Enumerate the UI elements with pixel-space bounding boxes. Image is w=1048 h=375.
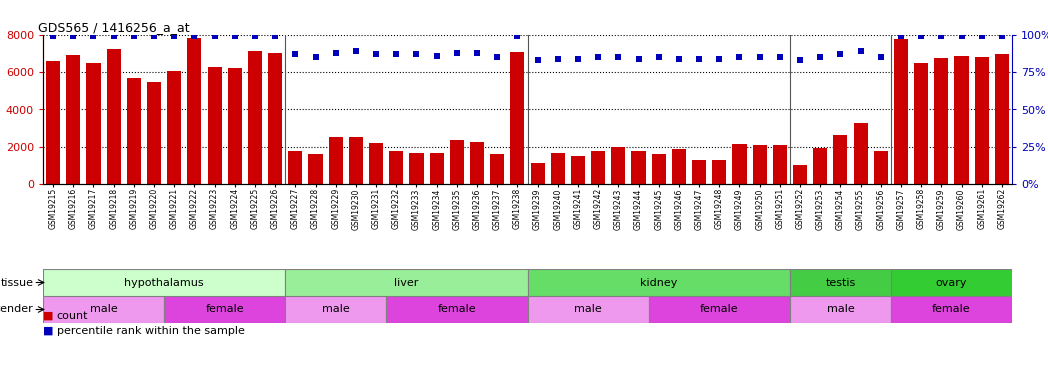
Text: liver: liver <box>394 278 418 288</box>
Text: female: female <box>205 304 244 315</box>
Bar <box>652 154 665 184</box>
Text: female: female <box>932 304 970 315</box>
Bar <box>793 165 807 184</box>
Bar <box>550 153 565 184</box>
Bar <box>833 135 848 184</box>
Text: female: female <box>437 304 476 315</box>
Bar <box>329 138 343 184</box>
Bar <box>349 136 363 184</box>
Text: count: count <box>57 311 88 321</box>
Bar <box>490 154 504 184</box>
Bar <box>147 82 161 184</box>
Bar <box>527 296 649 323</box>
Bar <box>410 153 423 184</box>
Bar <box>285 296 386 323</box>
Text: ■: ■ <box>43 326 53 336</box>
Bar <box>772 145 787 184</box>
Bar <box>268 53 282 184</box>
Bar <box>43 296 165 323</box>
Bar <box>853 123 868 184</box>
Bar <box>894 39 908 184</box>
Bar <box>995 54 1009 184</box>
Text: male: male <box>574 304 602 315</box>
Bar <box>208 67 222 184</box>
Bar <box>248 51 262 184</box>
Bar <box>167 71 181 184</box>
Bar <box>107 49 121 184</box>
Text: ■: ■ <box>43 311 53 321</box>
Bar <box>288 152 303 184</box>
Bar <box>188 38 201 184</box>
Text: GDS565 / 1416256_a_at: GDS565 / 1416256_a_at <box>38 21 190 34</box>
Bar <box>389 152 403 184</box>
Bar <box>430 153 443 184</box>
Bar <box>813 148 827 184</box>
Bar <box>874 152 888 184</box>
Text: male: male <box>90 304 117 315</box>
Text: percentile rank within the sample: percentile rank within the sample <box>57 326 244 336</box>
Bar <box>369 143 384 184</box>
Bar <box>975 57 988 184</box>
Bar <box>632 152 646 184</box>
Bar <box>914 63 929 184</box>
Text: gender: gender <box>0 304 34 315</box>
Bar <box>165 296 285 323</box>
Bar <box>692 160 706 184</box>
Bar <box>127 78 140 184</box>
Bar <box>672 148 686 184</box>
Bar <box>934 58 948 184</box>
Bar <box>46 61 60 184</box>
Bar <box>510 52 524 184</box>
Bar <box>752 145 767 184</box>
Bar <box>43 269 285 296</box>
Bar <box>790 269 891 296</box>
Bar <box>285 269 527 296</box>
Text: testis: testis <box>825 278 855 288</box>
Bar <box>611 147 626 184</box>
Bar <box>790 296 891 323</box>
Bar <box>450 140 464 184</box>
Bar <box>571 156 585 184</box>
Bar <box>66 56 81 184</box>
Text: male: male <box>827 304 854 315</box>
Bar <box>470 142 484 184</box>
Text: tissue: tissue <box>0 278 34 288</box>
Bar <box>227 68 242 184</box>
Bar <box>591 152 606 184</box>
Bar <box>733 144 746 184</box>
Text: kidney: kidney <box>640 278 677 288</box>
Text: male: male <box>322 304 350 315</box>
Bar <box>955 56 968 184</box>
Text: hypothalamus: hypothalamus <box>125 278 204 288</box>
Bar <box>308 154 323 184</box>
Bar <box>649 296 790 323</box>
Bar <box>530 163 545 184</box>
Text: female: female <box>700 304 739 315</box>
Bar <box>386 296 527 323</box>
Bar <box>891 296 1012 323</box>
Bar <box>86 63 101 184</box>
Bar <box>527 269 790 296</box>
Bar <box>891 269 1012 296</box>
Bar <box>713 160 726 184</box>
Text: ovary: ovary <box>936 278 967 288</box>
